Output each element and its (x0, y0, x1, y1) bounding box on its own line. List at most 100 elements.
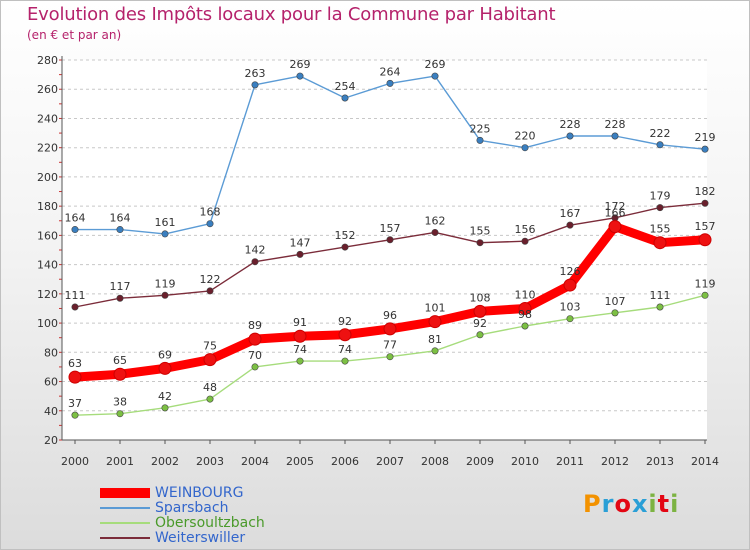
data-point (611, 132, 619, 140)
data-label: 228 (605, 118, 626, 131)
data-point (521, 322, 529, 330)
data-point (428, 315, 442, 329)
data-point (206, 220, 214, 228)
data-labels: 63 65 69 75 89 91 92 96 101 108 110 126 166 155 157 164… (65, 58, 716, 410)
data-point (116, 410, 124, 418)
data-point (68, 370, 82, 384)
logo-letter: o (614, 490, 632, 518)
y-tick-label: 240 (37, 112, 58, 125)
data-label: 89 (248, 319, 262, 332)
x-tick-label: 2006 (331, 455, 359, 468)
data-label: 179 (650, 190, 671, 203)
x-tick-label: 2007 (376, 455, 404, 468)
data-label: 264 (380, 65, 401, 78)
data-label: 168 (200, 206, 221, 219)
x-tick-label: 2004 (241, 455, 269, 468)
y-tick-label: 60 (44, 376, 58, 389)
data-label: 161 (155, 216, 176, 229)
data-point (71, 226, 79, 234)
data-label: 269 (425, 58, 446, 71)
data-label: 119 (695, 277, 716, 290)
data-point (386, 236, 394, 244)
data-label: 98 (518, 308, 532, 321)
logo-letter: P (583, 490, 602, 518)
legend-swatch (100, 522, 150, 524)
data-label: 117 (110, 280, 131, 293)
legend-swatch (100, 488, 150, 498)
data-point (566, 315, 574, 323)
data-point (656, 141, 664, 149)
proxiti-logo: Proxiti (583, 490, 679, 518)
data-point (116, 226, 124, 234)
data-label: 110 (515, 288, 536, 301)
x-tick-label: 2013 (646, 455, 674, 468)
data-point (701, 199, 709, 207)
data-label: 156 (515, 223, 536, 236)
data-point (71, 411, 79, 419)
data-point (653, 236, 667, 250)
data-point (656, 204, 664, 212)
grid-lines (62, 59, 707, 440)
x-tick-label: 2010 (511, 455, 539, 468)
x-tick-label: 2005 (286, 455, 314, 468)
data-label: 77 (383, 339, 397, 352)
y-tick-label: 260 (37, 83, 58, 96)
data-label: 103 (560, 301, 581, 314)
plot-area (62, 60, 707, 440)
x-tick-label: 2009 (466, 455, 494, 468)
data-label: 38 (113, 396, 127, 409)
data-label: 167 (560, 207, 581, 220)
x-tick-label: 2001 (106, 455, 134, 468)
data-label: 269 (290, 58, 311, 71)
data-point (161, 291, 169, 299)
data-point (656, 303, 664, 311)
data-label: 37 (68, 397, 82, 410)
data-label: 142 (245, 244, 266, 257)
data-label: 101 (425, 302, 446, 315)
y-tick-label: 200 (37, 171, 58, 184)
data-point (611, 309, 619, 317)
data-label: 166 (605, 207, 626, 220)
data-point (71, 303, 79, 311)
data-point (701, 145, 709, 153)
data-point (161, 230, 169, 238)
data-point (296, 72, 304, 80)
legend-swatch (100, 507, 150, 509)
data-label: 254 (335, 80, 356, 93)
data-label: 263 (245, 67, 266, 80)
data-point (698, 233, 712, 247)
data-label: 225 (470, 122, 491, 135)
data-label: 65 (113, 354, 127, 367)
x-tick-label: 2008 (421, 455, 449, 468)
data-point (251, 81, 259, 89)
data-label: 74 (293, 343, 307, 356)
data-point (701, 291, 709, 299)
y-tick-label: 280 (37, 54, 58, 67)
data-point (251, 258, 259, 266)
data-label: 122 (200, 273, 221, 286)
y-axis-ticks: 20 40 60 80 100 120 140 160 180 200 220 240 260 280 (37, 54, 58, 447)
data-point (341, 243, 349, 251)
y-tick-label: 180 (37, 200, 58, 213)
data-label: 111 (65, 289, 86, 302)
data-point (431, 347, 439, 355)
legend-label: Weiterswiller (155, 530, 246, 546)
x-tick-label: 2003 (196, 455, 224, 468)
data-label: 63 (68, 357, 82, 370)
data-label: 74 (338, 343, 352, 356)
x-tick-label: 2002 (151, 455, 179, 468)
data-label: 162 (425, 214, 446, 227)
data-point (473, 304, 487, 318)
data-point (566, 221, 574, 229)
data-point (431, 228, 439, 236)
data-label: 92 (473, 317, 487, 330)
data-point (476, 331, 484, 339)
series-group (68, 72, 712, 419)
data-point (563, 278, 577, 292)
y-tick-label: 40 (44, 405, 58, 418)
data-label: 222 (650, 127, 671, 140)
x-tick-label: 2011 (556, 455, 584, 468)
y-tick-label: 100 (37, 317, 58, 330)
x-tick-label: 2000 (61, 455, 89, 468)
data-point (296, 250, 304, 258)
